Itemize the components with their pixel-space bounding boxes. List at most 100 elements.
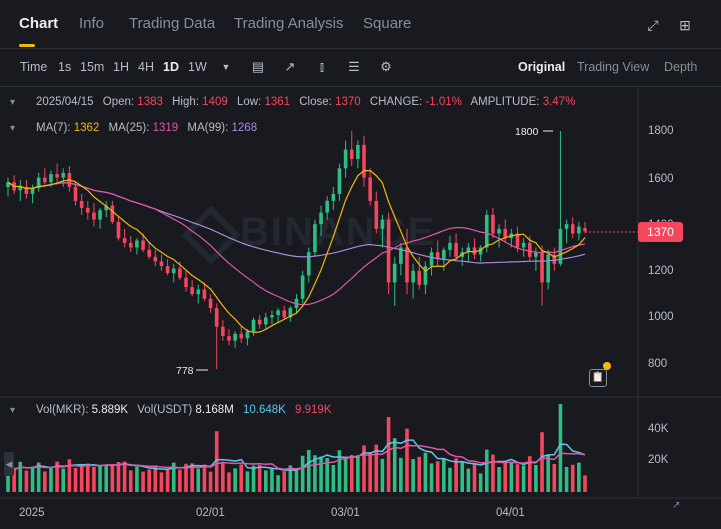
calendar-icon[interactable]: ▤ [251, 59, 265, 74]
volume-bar [300, 455, 305, 492]
change-label: CHANGE: [369, 96, 423, 108]
vol-label: Vol(MKR): [36, 404, 89, 416]
high-marker-label: 1800 [515, 126, 539, 138]
change-value: -1.01% [425, 96, 462, 108]
view-original[interactable]: Original [518, 60, 566, 74]
expand-icon[interactable]: ⤢ [647, 17, 659, 33]
date-tick-0301: 03/01 [331, 507, 360, 519]
volume-bar [276, 475, 280, 492]
vol-ma2-value: 9.919K [295, 404, 332, 416]
volume-bar [214, 431, 219, 492]
active-tab-indicator [19, 44, 35, 47]
vol-collapse-icon[interactable]: ▾ [10, 405, 16, 416]
interval-1w[interactable]: 1W [188, 60, 207, 74]
candle [239, 333, 244, 339]
price-tick-1200: 1200 [648, 265, 674, 277]
candle [282, 310, 287, 318]
volume-bar [349, 455, 354, 492]
ma25-label: MA(25): [108, 122, 150, 134]
interval-1s[interactable]: 1s [58, 60, 72, 74]
open-value: 1383 [137, 96, 163, 108]
tab-square[interactable]: Square [363, 15, 412, 32]
candle [534, 252, 538, 257]
candle [583, 228, 587, 232]
interval-1d[interactable]: 1D [163, 60, 179, 74]
candle [448, 242, 452, 250]
volume-bar [306, 450, 311, 492]
high-label: High: [172, 96, 199, 108]
interval-15m[interactable]: 15m [80, 60, 105, 74]
notes-badge-icon[interactable]: 📋 [589, 369, 607, 387]
volume-bar [484, 449, 489, 492]
view-depth[interactable]: Depth [664, 60, 698, 74]
toolbar-divider [0, 86, 721, 87]
volume-bar [30, 466, 35, 492]
settings-icon[interactable]: ⚙ [380, 59, 392, 74]
volume-bar [527, 456, 532, 492]
time-button[interactable]: Time [20, 60, 48, 74]
amplitude-value: 3.47% [542, 96, 576, 108]
tab-chart[interactable]: Chart [19, 15, 59, 32]
candle [411, 270, 415, 283]
ohlc-info: 2025/04/15 Open: 1383 High: 1409 Low: 13… [20, 96, 575, 108]
volume-bar [466, 468, 471, 492]
scroll-left-button[interactable]: ◀ [4, 452, 14, 476]
candle [233, 333, 237, 341]
volume-bar [515, 464, 520, 492]
volume-bar [110, 466, 115, 492]
close-label: Close: [299, 96, 332, 108]
vol-usdt-value: 8.168M [195, 404, 234, 416]
candle [306, 252, 311, 276]
open-label: Open: [102, 96, 135, 108]
volume-bar [128, 470, 133, 492]
grid-icon[interactable]: ⊞ [679, 17, 691, 33]
volume-bar [405, 428, 409, 492]
volume-bar [208, 471, 213, 492]
candle [288, 308, 293, 318]
volume-bar [36, 462, 41, 492]
view-trading-view[interactable]: Trading View [577, 60, 650, 74]
volume-bar [325, 458, 329, 492]
candle [245, 331, 250, 339]
tab-trading-analysis[interactable]: Trading Analysis [234, 15, 344, 32]
interval-4h[interactable]: 4H [138, 60, 154, 74]
price-tick-800: 800 [648, 358, 668, 370]
scroll-right-button[interactable]: ↗ [672, 500, 681, 511]
volume-bar [61, 468, 66, 492]
indicator-icon[interactable]: ↗ [284, 59, 296, 74]
volume-info: Vol(MKR): 5.889K Vol(USDT) 8.168M 10.648… [20, 404, 332, 416]
tab-trading-data[interactable]: Trading Data [129, 15, 216, 32]
ma-collapse-icon[interactable]: ▾ [10, 123, 16, 134]
tab-info[interactable]: Info [79, 15, 105, 32]
volume-bar [583, 475, 587, 492]
candle [190, 287, 194, 295]
volume-bar [264, 470, 268, 492]
candle [128, 242, 133, 248]
volume-bar [227, 472, 231, 492]
volume-bar [116, 462, 121, 492]
candle [61, 172, 66, 178]
volume-bar [429, 463, 434, 492]
volume-bar [202, 464, 207, 492]
ohlc-collapse-icon[interactable]: ▾ [10, 97, 16, 108]
candle [12, 182, 16, 191]
candle-type-icon[interactable]: ⫾ [319, 59, 325, 74]
interval-1h[interactable]: 1H [113, 60, 129, 74]
candle [337, 168, 342, 194]
volume-bar [282, 471, 287, 492]
interval-dropdown-icon[interactable]: ▼ [221, 62, 231, 72]
low-value: 1361 [264, 96, 291, 108]
candle [558, 228, 563, 264]
candle [251, 319, 256, 332]
candle [141, 240, 145, 250]
candle [294, 298, 299, 309]
volume-bar [478, 473, 483, 492]
template-icon[interactable]: ☰ [348, 59, 360, 74]
candle [435, 252, 440, 260]
candle [24, 186, 29, 194]
watermark: BINANCE [240, 210, 437, 254]
volume-tick-40k: 40K [648, 423, 669, 435]
candle [546, 254, 550, 283]
candle [356, 144, 360, 159]
candle [362, 144, 366, 178]
